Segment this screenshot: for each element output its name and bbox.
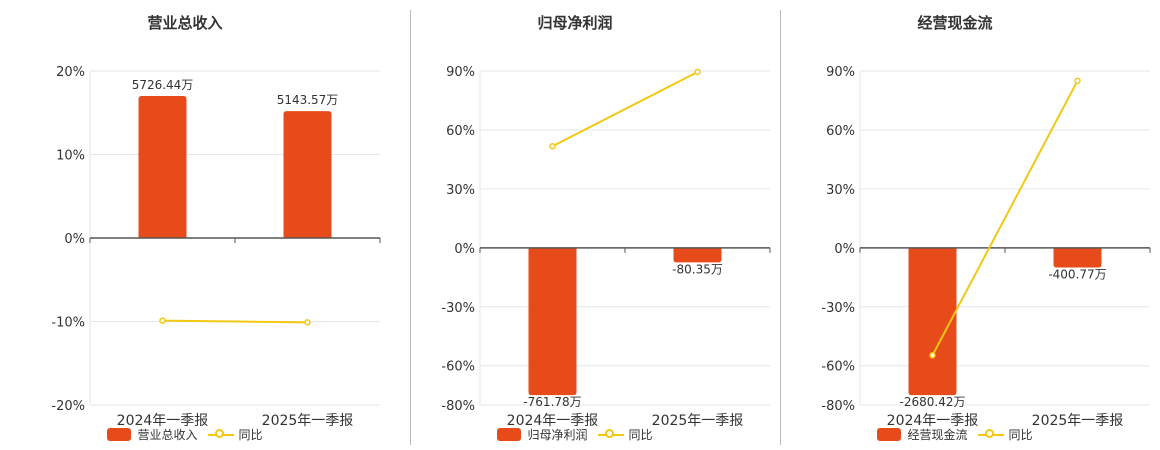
yoy-point — [159, 317, 166, 324]
x-category-label: 2025年一季报 — [262, 413, 354, 429]
legend-label: 经营现金流 — [907, 428, 968, 442]
panel-divider — [410, 10, 411, 445]
bar — [283, 111, 332, 238]
x-category-label: 2024年一季报 — [887, 413, 979, 429]
y-tick-label: -30% — [441, 301, 475, 316]
bar-value-label: 5143.57万 — [277, 93, 339, 107]
line-swatch — [597, 428, 624, 441]
y-tick-label: -80% — [441, 399, 475, 414]
yoy-point — [1074, 77, 1081, 85]
bar-swatch — [497, 428, 522, 441]
x-category-label: 2024年一季报 — [507, 413, 599, 429]
y-tick-label: 30% — [446, 183, 475, 198]
panel-divider — [780, 10, 781, 445]
yoy-line — [931, 80, 1079, 356]
legend-item-line[interactable]: 同比 — [207, 426, 263, 443]
legend-label: 同比 — [628, 428, 653, 442]
legend-item-bar[interactable]: 归母净利润 — [497, 426, 588, 443]
bar — [528, 247, 577, 396]
legend-label: 归母净利润 — [527, 428, 588, 442]
x-category-label: 2024年一季报 — [117, 413, 209, 429]
bar — [908, 247, 957, 396]
bar-swatch — [877, 428, 902, 441]
y-tick-label: -60% — [441, 360, 475, 375]
line-swatch — [207, 428, 234, 441]
yoy-line — [552, 71, 698, 148]
y-tick-label: 20% — [56, 65, 85, 80]
y-tick-label: 60% — [446, 124, 475, 139]
legend-item-bar[interactable]: 经营现金流 — [877, 426, 968, 443]
bar-value-label: -400.77万 — [1048, 267, 1106, 281]
legend-label: 营业总收入 — [137, 428, 198, 442]
line-swatch — [977, 428, 1004, 441]
bar-value-label: 5726.44万 — [132, 78, 194, 92]
legend-label: 同比 — [1008, 428, 1033, 442]
yoy-point — [304, 319, 311, 326]
legend: 归母净利润 同比 — [390, 426, 760, 443]
legend-item-line[interactable]: 同比 — [597, 426, 653, 443]
yoy-point — [929, 352, 936, 359]
y-tick-label: 90% — [826, 65, 855, 80]
y-tick-label: 30% — [826, 183, 855, 198]
chart-panel-net-profit: 归母净利润 90% 60% 30% 0% -30% -60% -80% -761.78万 -80… — [390, 0, 771, 450]
y-tick-label: 60% — [826, 124, 855, 139]
y-tick-label: -10% — [51, 316, 85, 331]
y-tick-label: -80% — [821, 399, 855, 414]
legend-item-bar[interactable]: 营业总收入 — [107, 426, 198, 443]
bar-value-label: -80.35万 — [672, 262, 723, 276]
chart-title: 营业总收入 — [147, 14, 223, 32]
chart-title: 经营现金流 — [917, 14, 993, 32]
chart-title: 归母净利润 — [537, 14, 613, 32]
bar-value-label: -761.78万 — [523, 395, 581, 409]
chart-svg: 90% 60% 30% 0% -30% -60% -80% -2680.42万 -400.77万… — [821, 65, 1151, 429]
yoy-line — [162, 319, 308, 324]
x-category-label: 2025年一季报 — [1032, 413, 1124, 429]
chart-svg: 20% 10% 0% -10% -20% 5726.44万 5143.57万 2024年一季报… — [51, 65, 381, 429]
bar — [138, 96, 187, 238]
y-tick-label: -30% — [821, 301, 855, 316]
bar-value-label: -2680.42万 — [900, 395, 966, 409]
bar-swatch — [107, 428, 132, 441]
y-tick-label: -20% — [51, 399, 85, 414]
y-tick-label: 10% — [56, 149, 85, 164]
y-tick-label: 0% — [834, 242, 855, 257]
y-tick-label: 0% — [454, 242, 475, 257]
chart-panel-cash-flow: 经营现金流 90% 60% 30% 0% -30% -60% -80% -2680.42万 -4… — [770, 0, 1151, 450]
y-tick-label: 90% — [446, 65, 475, 80]
y-tick-label: 0% — [64, 232, 85, 247]
legend-item-line[interactable]: 同比 — [977, 426, 1033, 443]
yoy-point — [549, 142, 556, 150]
legend-label: 同比 — [238, 428, 263, 442]
bar — [673, 247, 722, 263]
y-tick-label: -60% — [821, 360, 855, 375]
chart-svg: 90% 60% 30% 0% -30% -60% -80% -761.78万 -80.35万 20… — [441, 65, 771, 429]
yoy-point — [694, 68, 701, 76]
bar — [1053, 247, 1102, 268]
legend: 经营现金流 同比 — [770, 426, 1140, 443]
legend: 营业总收入 同比 — [0, 426, 370, 443]
x-category-label: 2025年一季报 — [652, 413, 744, 429]
chart-panel-revenue: 营业总收入 20% 10% 0% -10% -20% 5726.44万 5143.57万 20… — [0, 0, 381, 450]
